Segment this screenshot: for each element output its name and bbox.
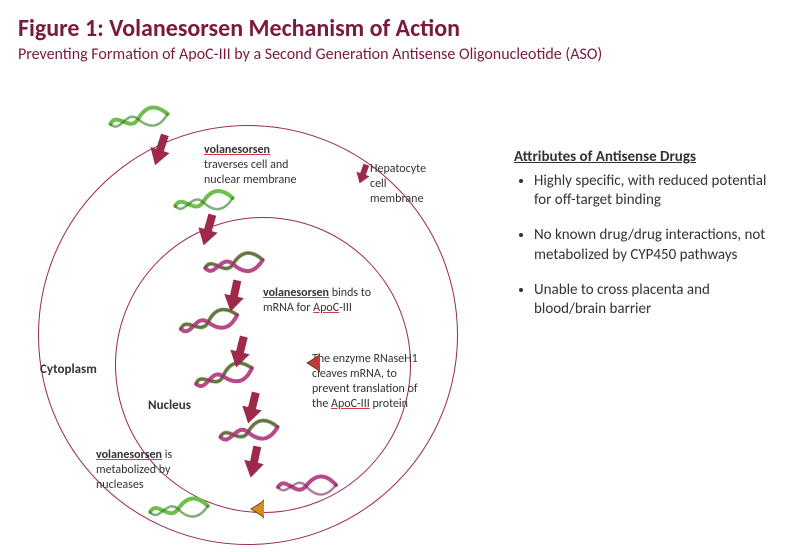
- attributes-panel: Attributes of Antisense Drugs Highly spe…: [514, 148, 774, 335]
- helix-icon: [106, 100, 172, 138]
- enzyme-icon: [294, 350, 320, 376]
- callout-rnase: The enzyme RNaseH1 cleaves mRNA, to prev…: [312, 352, 432, 412]
- attributes-list: Highly specific, with reduced potential …: [514, 172, 774, 319]
- mechanism-diagram: Cytoplasm Nucleus volanesorsen traverses c…: [18, 100, 488, 540]
- attribute-item: Highly specific, with reduced potential …: [534, 172, 774, 210]
- figure-title: Figure 1: Volanesorsen Mechanism of Acti…: [18, 14, 782, 43]
- cytoplasm-label: Cytoplasm: [40, 362, 97, 377]
- nucleus-label: Nucleus: [148, 398, 191, 413]
- enzyme-icon: [238, 496, 264, 522]
- helix-icon: [276, 471, 339, 501]
- figure-subtitle: Preventing Formation of ApoC-III by a Se…: [18, 45, 782, 65]
- callout-binds: volanesorsen binds to mRNA for ApoC-III: [263, 286, 373, 316]
- attribute-item: Unable to cross placenta and blood/brain…: [534, 281, 774, 319]
- attributes-heading: Attributes of Antisense Drugs: [514, 148, 774, 166]
- membrane-label: Hepatocytecellmembrane: [370, 162, 440, 207]
- attribute-item: No known drug/drug interactions, not met…: [534, 226, 774, 264]
- callout-metabolized: volanesorsen is metabolized by nucleases: [96, 448, 196, 493]
- callout-traverse: volanesorsen traverses cell and nuclear …: [204, 143, 314, 188]
